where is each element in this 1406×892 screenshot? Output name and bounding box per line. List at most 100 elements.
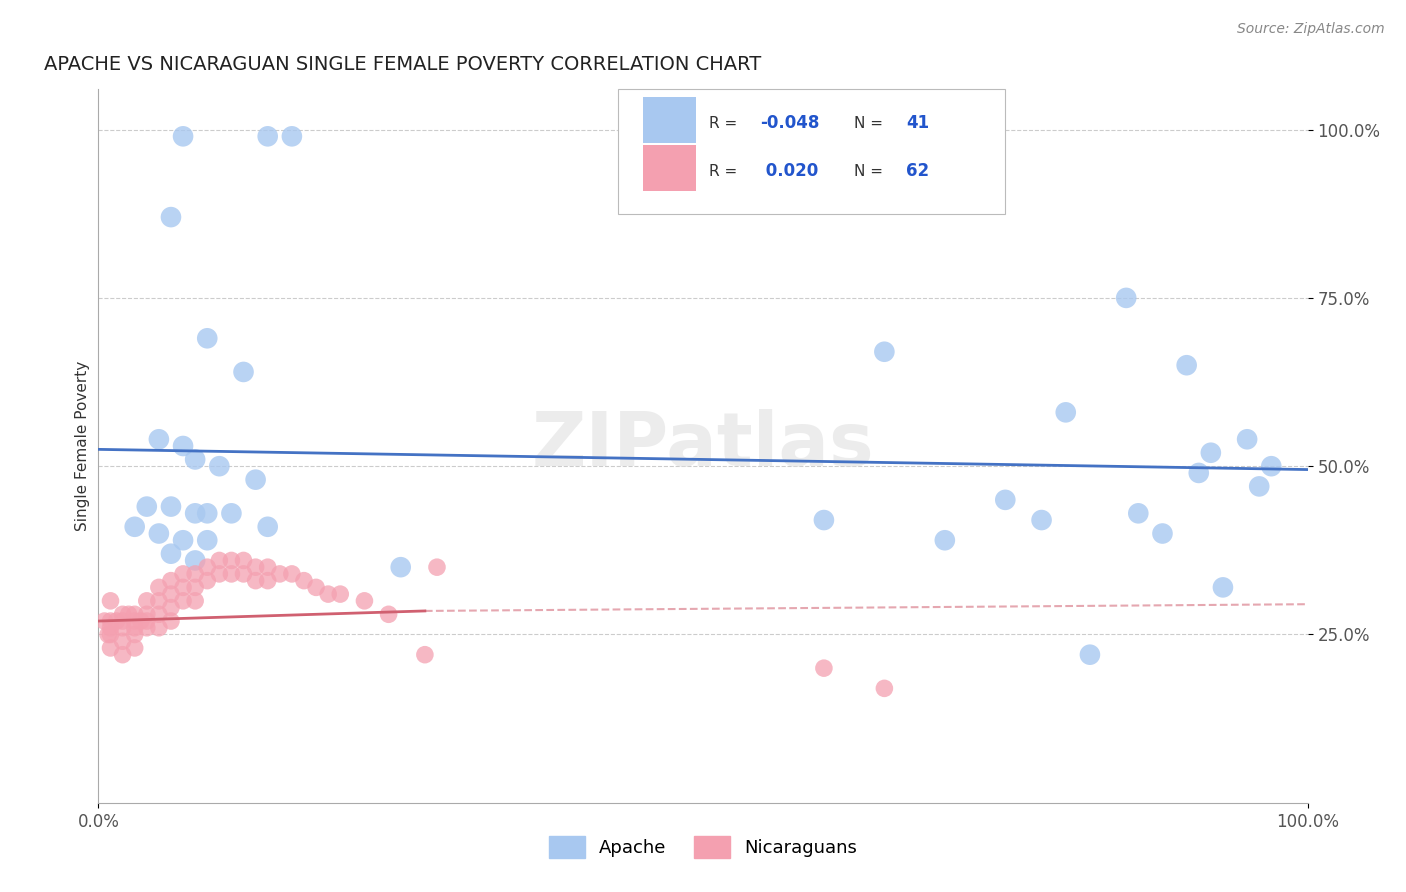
Point [195,574,218,588]
Point [160,587,183,601]
Point [118,607,141,622]
Point [195,533,218,548]
Point [245,574,267,588]
Text: Source: ZipAtlas.com: Source: ZipAtlas.com [1237,22,1385,37]
Point [245,560,267,574]
Text: R =: R = [709,116,742,131]
Point [389,560,412,574]
Point [124,621,146,635]
Point [281,129,304,144]
Point [129,614,152,628]
Point [813,513,835,527]
Point [100,640,122,655]
Point [413,648,436,662]
Point [184,452,207,467]
Point [1078,648,1101,662]
Point [100,621,122,635]
Point [124,640,146,655]
Point [124,520,146,534]
Point [316,587,339,601]
Point [1212,580,1234,594]
Point [994,492,1017,507]
Text: R =: R = [709,164,742,178]
Point [281,566,304,581]
Point [148,432,170,446]
Point [377,607,399,622]
Point [256,574,278,588]
Point [184,553,207,567]
Point [111,607,134,622]
Point [1054,405,1077,419]
Point [172,594,194,608]
Point [1236,432,1258,446]
Point [873,344,896,359]
Text: -0.048: -0.048 [759,114,820,132]
Point [111,634,134,648]
Point [100,627,122,641]
Point [135,614,157,628]
Point [160,547,183,561]
Point [111,648,134,662]
Point [232,566,254,581]
Point [1128,506,1150,520]
Point [1031,513,1053,527]
Point [232,553,254,567]
Text: 41: 41 [905,114,929,132]
Point [135,500,157,514]
Point [329,587,352,601]
Point [245,473,267,487]
Point [148,526,170,541]
Text: 0.020: 0.020 [759,162,818,180]
Point [426,560,449,574]
Point [172,439,194,453]
Point [105,614,128,628]
Point [172,566,194,581]
Point [135,594,157,608]
FancyBboxPatch shape [643,145,696,191]
Point [160,210,183,224]
Point [208,553,231,567]
Legend: Apache, Nicaraguans: Apache, Nicaraguans [541,829,865,865]
Point [100,594,122,608]
Point [195,506,218,520]
Point [195,560,218,574]
Point [1249,479,1271,493]
FancyBboxPatch shape [643,97,696,143]
Point [148,580,170,594]
Point [1152,526,1174,541]
Point [124,607,146,622]
Point [111,621,134,635]
Point [353,594,375,608]
Point [305,580,328,594]
Point [256,560,278,574]
Point [172,580,194,594]
Point [148,607,170,622]
Point [124,614,146,628]
Point [1115,291,1137,305]
Point [1199,446,1222,460]
FancyBboxPatch shape [619,89,1005,214]
Point [813,661,835,675]
Point [184,594,207,608]
Point [292,574,315,588]
Y-axis label: Single Female Poverty: Single Female Poverty [75,361,90,531]
Point [135,607,157,622]
Point [160,500,183,514]
Text: N =: N = [855,164,889,178]
Point [1175,358,1198,372]
Point [221,506,243,520]
Point [97,627,120,641]
Point [256,129,278,144]
Point [269,566,291,581]
Point [1188,466,1211,480]
Point [124,627,146,641]
Point [93,614,115,628]
Point [135,621,157,635]
Point [160,614,183,628]
Point [1260,459,1282,474]
Point [172,533,194,548]
Point [184,566,207,581]
Point [221,566,243,581]
Point [100,614,122,628]
Text: N =: N = [855,116,889,131]
